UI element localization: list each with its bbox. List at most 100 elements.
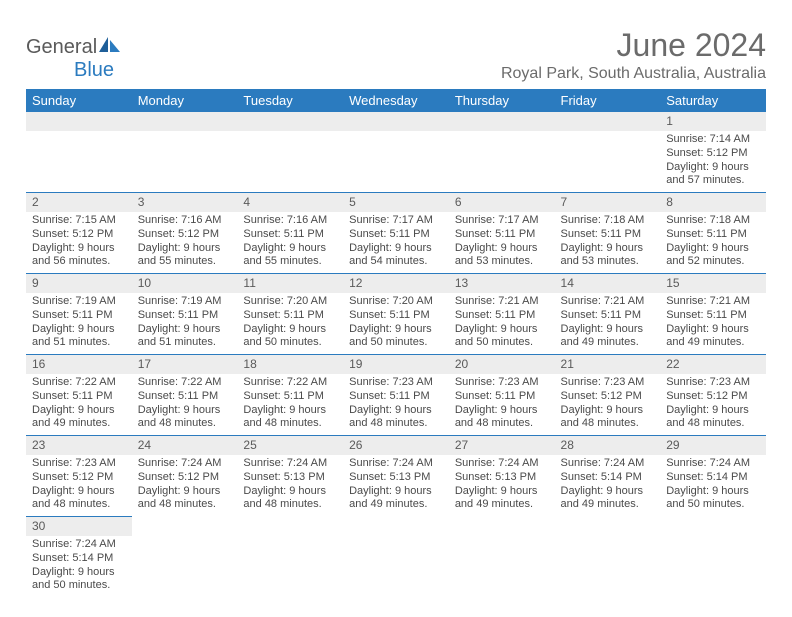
daylight-text: Daylight: 9 hours (243, 323, 337, 337)
sunset-text: Sunset: 5:11 PM (349, 228, 443, 242)
day-number: 23 (26, 436, 132, 456)
sunset-text: Sunset: 5:11 PM (666, 309, 760, 323)
daylight-text: and 50 minutes. (666, 498, 760, 512)
day-number-row: 30 (26, 517, 766, 537)
day-cell: Sunrise: 7:18 AMSunset: 5:11 PMDaylight:… (555, 212, 661, 274)
day-number (343, 112, 449, 131)
sunset-text: Sunset: 5:11 PM (138, 390, 232, 404)
day-content-row: Sunrise: 7:15 AMSunset: 5:12 PMDaylight:… (26, 212, 766, 274)
daylight-text: and 57 minutes. (666, 174, 760, 188)
sunrise-text: Sunrise: 7:24 AM (455, 457, 549, 471)
day-cell: Sunrise: 7:22 AMSunset: 5:11 PMDaylight:… (237, 374, 343, 436)
day-cell: Sunrise: 7:19 AMSunset: 5:11 PMDaylight:… (132, 293, 238, 355)
day-cell: Sunrise: 7:24 AMSunset: 5:14 PMDaylight:… (660, 455, 766, 517)
day-number: 9 (26, 274, 132, 294)
day-cell (132, 131, 238, 193)
daylight-text: Daylight: 9 hours (138, 242, 232, 256)
day-number (449, 112, 555, 131)
sunrise-text: Sunrise: 7:21 AM (455, 295, 549, 309)
day-number (132, 112, 238, 131)
day-content-row: Sunrise: 7:19 AMSunset: 5:11 PMDaylight:… (26, 293, 766, 355)
day-cell (26, 131, 132, 193)
daylight-text: and 50 minutes. (243, 336, 337, 350)
sunrise-text: Sunrise: 7:20 AM (243, 295, 337, 309)
daylight-text: and 48 minutes. (138, 417, 232, 431)
day-number: 4 (237, 193, 343, 213)
day-cell: Sunrise: 7:20 AMSunset: 5:11 PMDaylight:… (343, 293, 449, 355)
day-number (237, 517, 343, 537)
sunrise-text: Sunrise: 7:24 AM (138, 457, 232, 471)
sunset-text: Sunset: 5:11 PM (455, 228, 549, 242)
day-number: 18 (237, 355, 343, 375)
daylight-text: and 53 minutes. (455, 255, 549, 269)
day-header: Friday (555, 89, 661, 112)
day-header: Saturday (660, 89, 766, 112)
daylight-text: and 55 minutes. (243, 255, 337, 269)
daylight-text: Daylight: 9 hours (561, 404, 655, 418)
daylight-text: and 56 minutes. (32, 255, 126, 269)
day-number (555, 517, 661, 537)
day-cell: Sunrise: 7:24 AMSunset: 5:12 PMDaylight:… (132, 455, 238, 517)
day-number: 28 (555, 436, 661, 456)
sunrise-text: Sunrise: 7:24 AM (349, 457, 443, 471)
day-number: 7 (555, 193, 661, 213)
daylight-text: and 48 minutes. (349, 417, 443, 431)
day-header-row: Sunday Monday Tuesday Wednesday Thursday… (26, 89, 766, 112)
daylight-text: and 49 minutes. (561, 498, 655, 512)
day-number: 12 (343, 274, 449, 294)
sunset-text: Sunset: 5:11 PM (32, 390, 126, 404)
sunset-text: Sunset: 5:12 PM (138, 471, 232, 485)
daylight-text: Daylight: 9 hours (32, 323, 126, 337)
day-cell (343, 536, 449, 597)
day-cell (343, 131, 449, 193)
day-cell (132, 536, 238, 597)
sunset-text: Sunset: 5:11 PM (243, 309, 337, 323)
day-number: 10 (132, 274, 238, 294)
daylight-text: and 54 minutes. (349, 255, 443, 269)
daylight-text: Daylight: 9 hours (666, 323, 760, 337)
daylight-text: and 49 minutes. (349, 498, 443, 512)
daylight-text: and 51 minutes. (138, 336, 232, 350)
sunrise-text: Sunrise: 7:16 AM (243, 214, 337, 228)
sunset-text: Sunset: 5:14 PM (32, 552, 126, 566)
day-cell: Sunrise: 7:17 AMSunset: 5:11 PMDaylight:… (449, 212, 555, 274)
sunset-text: Sunset: 5:11 PM (561, 228, 655, 242)
day-cell: Sunrise: 7:21 AMSunset: 5:11 PMDaylight:… (660, 293, 766, 355)
daylight-text: and 49 minutes. (32, 417, 126, 431)
sunset-text: Sunset: 5:12 PM (138, 228, 232, 242)
daylight-text: Daylight: 9 hours (349, 404, 443, 418)
day-cell: Sunrise: 7:23 AMSunset: 5:12 PMDaylight:… (555, 374, 661, 436)
day-cell: Sunrise: 7:21 AMSunset: 5:11 PMDaylight:… (555, 293, 661, 355)
day-number: 17 (132, 355, 238, 375)
day-content-row: Sunrise: 7:22 AMSunset: 5:11 PMDaylight:… (26, 374, 766, 436)
daylight-text: Daylight: 9 hours (561, 323, 655, 337)
sunrise-text: Sunrise: 7:23 AM (349, 376, 443, 390)
daylight-text: Daylight: 9 hours (32, 404, 126, 418)
sunrise-text: Sunrise: 7:22 AM (138, 376, 232, 390)
sunrise-text: Sunrise: 7:18 AM (561, 214, 655, 228)
day-cell (555, 131, 661, 193)
daylight-text: Daylight: 9 hours (32, 566, 126, 580)
day-content-row: Sunrise: 7:24 AMSunset: 5:14 PMDaylight:… (26, 536, 766, 597)
sunset-text: Sunset: 5:11 PM (243, 390, 337, 404)
sunrise-text: Sunrise: 7:14 AM (666, 133, 760, 147)
day-cell: Sunrise: 7:22 AMSunset: 5:11 PMDaylight:… (132, 374, 238, 436)
logo-sail-icon (99, 36, 121, 59)
sunrise-text: Sunrise: 7:19 AM (32, 295, 126, 309)
sunrise-text: Sunrise: 7:21 AM (666, 295, 760, 309)
day-number: 15 (660, 274, 766, 294)
day-cell: Sunrise: 7:24 AMSunset: 5:14 PMDaylight:… (555, 455, 661, 517)
day-number-row: 16171819202122 (26, 355, 766, 375)
daylight-text: and 48 minutes. (243, 417, 337, 431)
day-number (660, 517, 766, 537)
daylight-text: and 48 minutes. (666, 417, 760, 431)
daylight-text: Daylight: 9 hours (455, 485, 549, 499)
day-number: 30 (26, 517, 132, 537)
daylight-text: and 50 minutes. (455, 336, 549, 350)
day-number: 29 (660, 436, 766, 456)
sunrise-text: Sunrise: 7:22 AM (243, 376, 337, 390)
sunrise-text: Sunrise: 7:21 AM (561, 295, 655, 309)
day-number: 8 (660, 193, 766, 213)
month-title: June 2024 (501, 28, 766, 63)
day-cell: Sunrise: 7:23 AMSunset: 5:11 PMDaylight:… (343, 374, 449, 436)
